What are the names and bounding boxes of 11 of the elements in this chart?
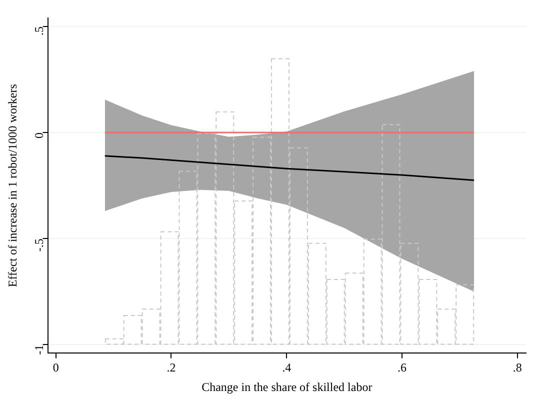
y-tick-label: .5 <box>32 26 46 36</box>
y-tick-label: -1 <box>32 344 46 355</box>
x-tick-label: 0 <box>52 360 59 375</box>
x-tick-label: .6 <box>397 360 406 375</box>
x-tick-label: .8 <box>512 360 522 375</box>
x-tick-label: .2 <box>166 360 176 375</box>
y-tick-label: -.5 <box>32 238 46 252</box>
y-axis-title: Effect of increase in 1 robot/1000 workers <box>5 84 20 288</box>
y-tick-label: 0 <box>32 132 46 139</box>
x-tick-label: .4 <box>282 360 292 375</box>
x-axis-title: Change in the share of skilled labor <box>202 380 372 394</box>
